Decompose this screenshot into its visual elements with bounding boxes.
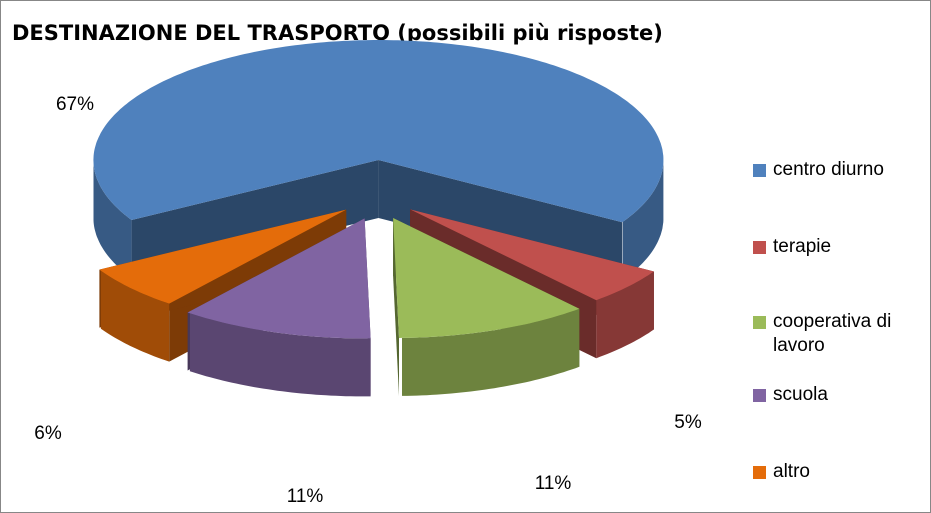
slice-side — [402, 308, 580, 396]
slice-top — [187, 218, 371, 339]
data-label: 11% — [287, 486, 324, 507]
legend-label: cooperativa di lavoro — [773, 311, 892, 356]
pie-slice — [393, 218, 580, 396]
legend-swatch — [753, 316, 766, 329]
slice-cut-face — [393, 218, 399, 396]
slice-side — [596, 271, 654, 359]
slice-top — [393, 218, 580, 338]
slice-side — [93, 162, 132, 278]
slice-top — [93, 40, 664, 223]
legend-item: altro — [753, 460, 928, 484]
legend-item: scuola — [753, 383, 928, 407]
data-label: 6% — [34, 423, 62, 444]
data-label: 11% — [535, 473, 572, 494]
pie-slice — [187, 218, 371, 397]
legend-swatch — [753, 241, 766, 254]
legend-label: centro diurno — [773, 159, 884, 180]
pie-slice — [93, 40, 664, 281]
slice-top — [410, 209, 654, 301]
legend-label: scuola — [773, 384, 828, 405]
data-label: 5% — [674, 412, 702, 433]
legend-label: altro — [773, 461, 810, 482]
legend-swatch — [753, 466, 766, 479]
slice-side — [100, 270, 170, 362]
slice-side — [622, 162, 664, 280]
chart-title: DESTINAZIONE DEL TRASPORTO (possibili pi… — [12, 21, 663, 45]
legend-swatch — [753, 389, 766, 402]
legend-swatch — [753, 164, 766, 177]
legend-item: centro diurno — [753, 158, 928, 182]
slice-side — [189, 313, 371, 397]
legend-label: terapie — [773, 236, 832, 257]
slice-top — [99, 209, 347, 304]
legend-item: terapie — [753, 235, 928, 259]
legend-item: cooperativa di lavoro — [753, 310, 928, 358]
data-label: 67% — [56, 94, 94, 115]
